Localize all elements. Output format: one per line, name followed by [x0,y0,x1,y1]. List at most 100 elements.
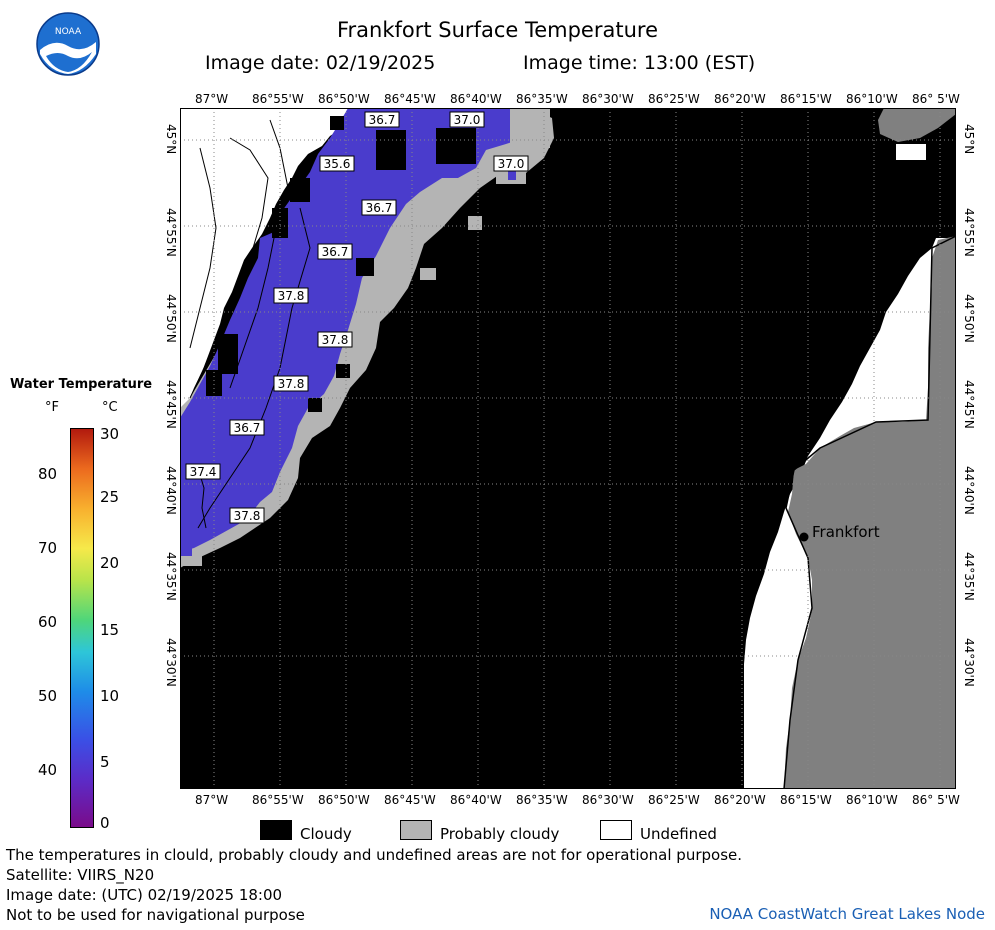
unit-fahrenheit: °F [45,400,59,415]
probably-cloudy-label: Probably cloudy [440,825,560,843]
cloud-cell [290,178,310,202]
lon-label: 86°30'W [582,92,634,106]
lon-label: 86°50'W [318,92,370,106]
temp-label-box [185,463,221,480]
temp-label: 36.7 [366,201,393,215]
lon-label: 86°40'W [450,793,502,807]
lon-label: 86° 5'W [912,92,960,106]
lon-label: 86°55'W [252,92,304,106]
temp-label-box [229,507,265,524]
temp-label: 37.0 [454,113,481,127]
cloud-cell [206,370,222,396]
lon-label: 86°15'W [780,793,832,807]
undefined-swatch [600,820,632,840]
probably-cloudy-cell [180,556,202,566]
c-label: 30 [100,425,120,443]
temp-label: 36.7 [369,113,396,127]
temp-label: 37.8 [278,289,305,303]
utc-date: Image date: (UTC) 02/19/2025 18:00 [6,886,283,904]
lon-label: 86°25'W [648,92,700,106]
lon-label: 86°50'W [318,793,370,807]
lon-label: 86°40'W [450,92,502,106]
svg-text:NOAA: NOAA [55,27,82,37]
water-temperature-area [180,108,530,552]
cloud-cell [356,258,374,276]
legend-title: Water Temperature [10,377,153,392]
lon-label: 86°10'W [846,793,898,807]
cloudy-label: Cloudy [300,825,352,843]
temp-label-box [361,199,397,216]
lon-label: 86° 5'W [912,793,960,807]
temp-label: 37.0 [498,157,525,171]
temp-label-box [317,331,353,348]
temp-label-box [229,419,265,436]
temp-label-box [317,243,353,260]
satellite: Satellite: VIIRS_N20 [6,866,155,884]
graticule [180,108,956,789]
lat-label: 44°30'N [164,638,178,687]
lon-label: 86°35'W [516,793,568,807]
lon-label: 87°W [195,793,229,807]
page-title: Frankfort Surface Temperature [336,18,658,42]
lon-label: 86°15'W [780,92,832,106]
c-label: 5 [100,753,110,771]
temp-label-box [493,155,529,172]
probably-cloudy-swatch [400,820,432,840]
lat-label: 44°45'N [962,380,976,429]
f-label: 60 [38,613,58,631]
lat-label: 44°35'N [962,552,976,601]
credit-link[interactable]: NOAA CoastWatch Great Lakes Node [709,905,985,923]
temp-label: 35.6 [324,157,351,171]
f-label: 40 [38,761,58,779]
undefined-cell [896,144,926,160]
temp-label-box [273,287,309,304]
sst-map: 36.7 37.0 35.6 37.0 36.7 36.7 37.8 37.8 … [180,108,956,789]
temp-label-box [273,375,309,392]
frankfort-marker [799,532,809,542]
lat-label: 44°55'N [164,208,178,257]
probably-cloudy-cell [420,268,436,280]
lon-label: 86°45'W [384,92,436,106]
noaa-logo: NOAA [36,12,100,76]
temp-label: 37.4 [190,465,217,479]
c-label: 0 [100,814,110,832]
lat-label: 44°45'N [164,380,178,429]
lon-label: 87°W [195,92,229,106]
lon-label: 86°30'W [582,793,634,807]
lat-label: 44°35'N [164,552,178,601]
c-label: 10 [100,687,120,705]
temp-label: 37.8 [322,333,349,347]
water-cell [508,168,516,180]
colorbar [70,428,94,828]
map-frame [180,108,956,789]
depth-contour [189,137,269,399]
temp-label-box [319,155,355,172]
lon-label: 86°55'W [252,793,304,807]
land-area [878,108,956,142]
navigation-note: Not to be used for navigational purpose [6,906,305,924]
lon-label: 86°10'W [846,92,898,106]
place-label: Frankfort [812,523,880,541]
lat-label: 44°50'N [164,294,178,343]
c-label: 25 [100,488,120,506]
lon-label: 86°25'W [648,793,700,807]
lat-label: 44°30'N [962,638,976,687]
cloudy-swatch [260,820,292,840]
lat-label: 44°50'N [962,294,976,343]
undefined-label: Undefined [640,825,717,843]
temp-label: 37.8 [278,377,305,391]
temp-label: 37.8 [234,509,261,523]
coastline [783,235,956,789]
cloud-cell [330,116,344,130]
lat-label: 45°N [962,124,976,155]
unit-celsius: °C [102,400,118,415]
probably-cloudy-cell [510,108,550,148]
temperature-labels: 36.7 37.0 35.6 37.0 36.7 36.7 37.8 37.8 … [185,111,529,524]
cloud-cell [308,398,322,412]
lat-label: 45°N [164,124,178,155]
lat-label: 44°40'N [164,466,178,515]
lon-label: 86°20'W [714,793,766,807]
image-date: Image date: 02/19/2025 [205,52,436,74]
temp-label: 36.7 [234,421,261,435]
c-label: 15 [100,621,120,639]
